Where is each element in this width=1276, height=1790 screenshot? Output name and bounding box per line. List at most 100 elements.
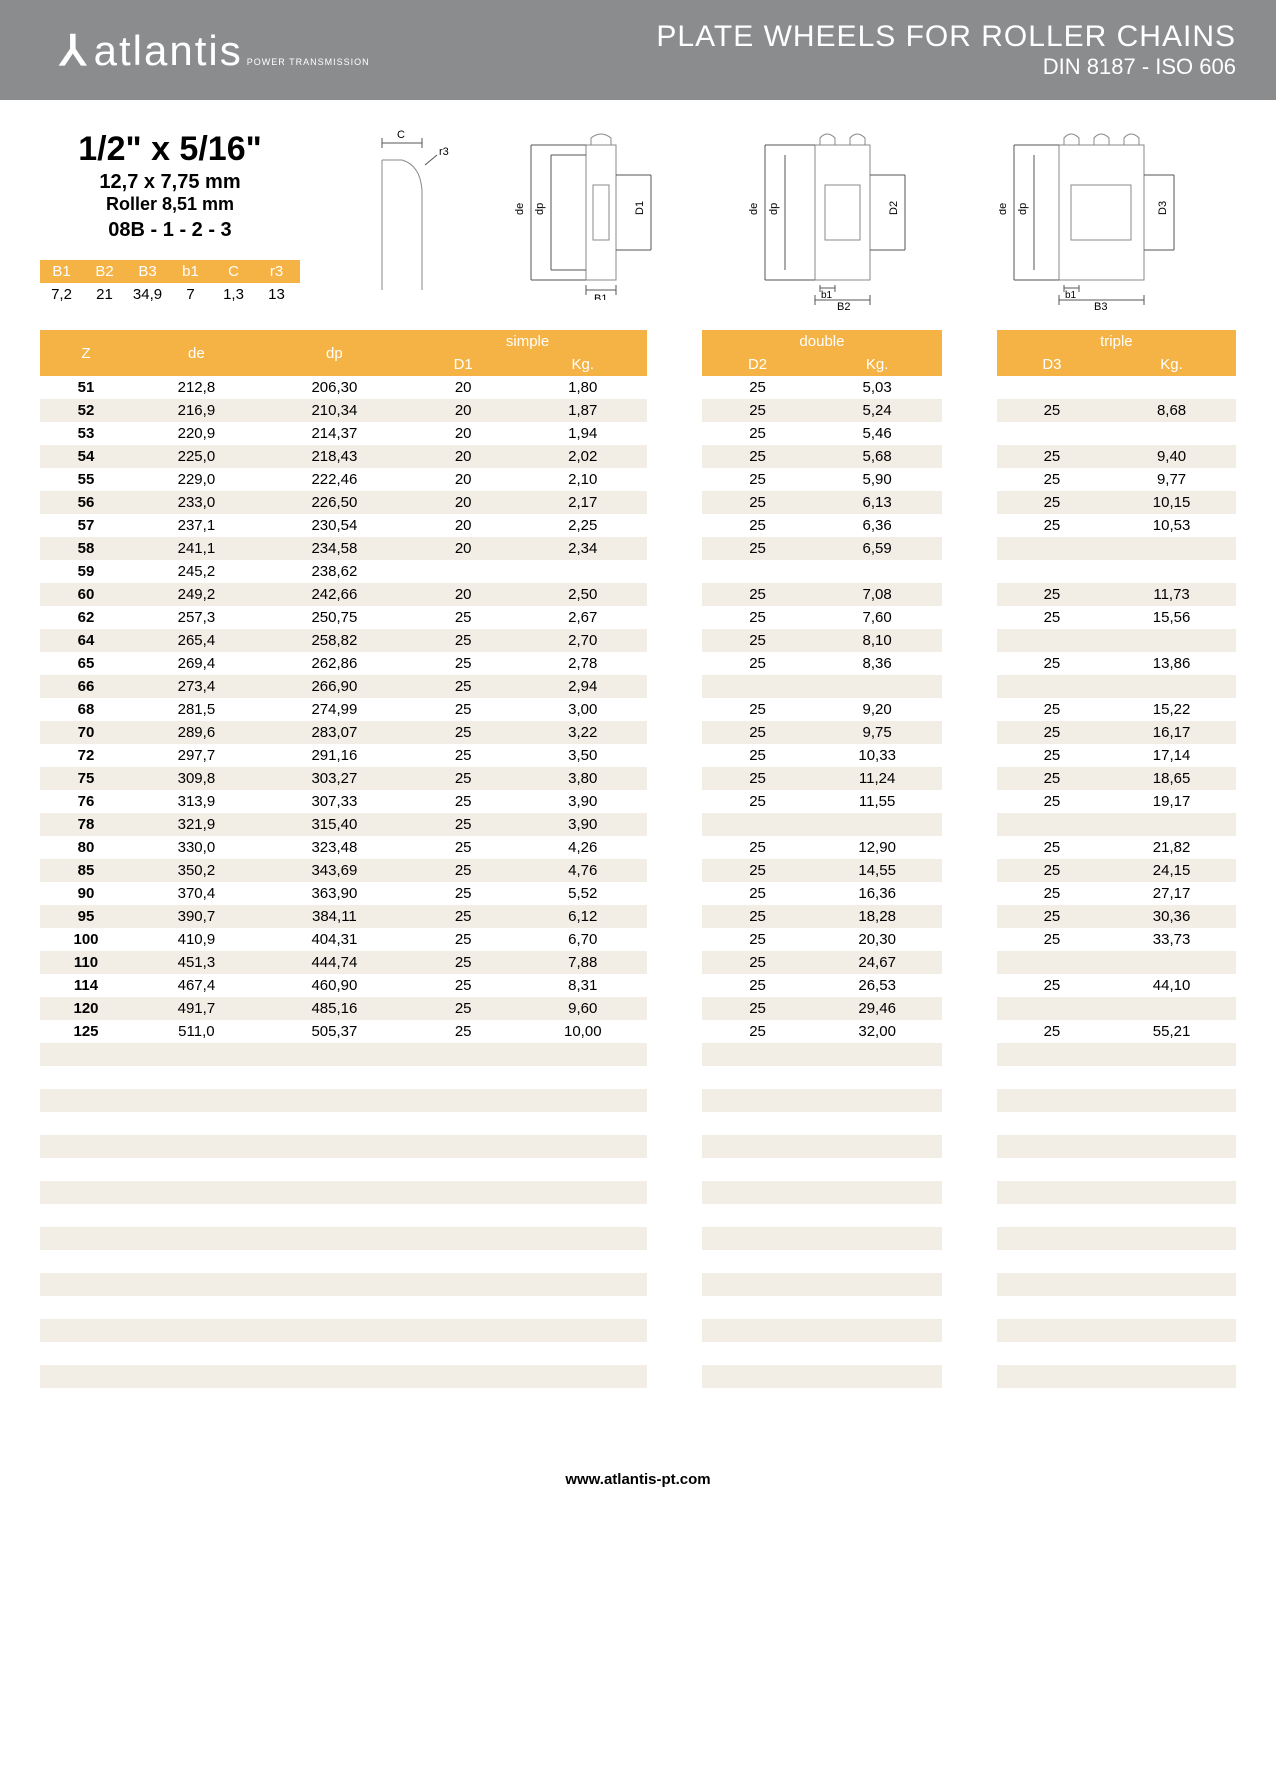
- table-row: 54225,0218,43202,02255,68259,40: [40, 445, 1236, 468]
- cell-dp: 214,37: [261, 422, 408, 445]
- table-row: 114467,4460,90258,312526,532544,10: [40, 974, 1236, 997]
- st-header: B3: [126, 260, 169, 283]
- cell-dp: 274,99: [261, 698, 408, 721]
- table-row-empty: [40, 1319, 1236, 1342]
- table-row: 85350,2343,69254,762514,552524,15: [40, 859, 1236, 882]
- cell-d2: 25: [702, 721, 812, 744]
- table-row-empty: [40, 1204, 1236, 1227]
- cell-kg3: 27,17: [1107, 882, 1236, 905]
- cell-d3: 25: [997, 882, 1107, 905]
- cell-d2: 25: [702, 1020, 812, 1043]
- cell-kg1: 6,12: [518, 905, 647, 928]
- cell-kg2: 8,36: [813, 652, 942, 675]
- cell-dp: 485,16: [261, 997, 408, 1020]
- th-kg2: Kg.: [813, 353, 942, 376]
- cell-dp: 230,54: [261, 514, 408, 537]
- cell-dp: 226,50: [261, 491, 408, 514]
- cell-z: 100: [40, 928, 132, 951]
- cell-d2: [702, 560, 812, 583]
- cell-kg1: 6,70: [518, 928, 647, 951]
- cell-kg2: 7,60: [813, 606, 942, 629]
- table-row: 125511,0505,372510,002532,002555,21: [40, 1020, 1236, 1043]
- th-de: de: [132, 330, 261, 376]
- cell-z: 51: [40, 376, 132, 399]
- svg-text:B1: B1: [594, 293, 607, 300]
- title-line2: DIN 8187 - ISO 606: [656, 54, 1236, 80]
- cell-kg2: 29,46: [813, 997, 942, 1020]
- cell-d2: 25: [702, 491, 812, 514]
- cell-d2: 25: [702, 882, 812, 905]
- cell-dp: 234,58: [261, 537, 408, 560]
- cell-kg3: 30,36: [1107, 905, 1236, 928]
- table-row: 62257,3250,75252,67257,602515,56: [40, 606, 1236, 629]
- diagram-simple: de dp D1 B1: [511, 130, 691, 300]
- cell-d2: 25: [702, 974, 812, 997]
- cell-kg3: 33,73: [1107, 928, 1236, 951]
- th-double: double: [702, 330, 941, 353]
- cell-de: 451,3: [132, 951, 261, 974]
- cell-kg1: 3,00: [518, 698, 647, 721]
- cell-z: 54: [40, 445, 132, 468]
- cell-z: 72: [40, 744, 132, 767]
- cell-kg2: 5,90: [813, 468, 942, 491]
- cell-d3: 25: [997, 445, 1107, 468]
- cell-d2: 25: [702, 997, 812, 1020]
- cell-dp: 222,46: [261, 468, 408, 491]
- cell-kg2: 6,36: [813, 514, 942, 537]
- cell-dp: 384,11: [261, 905, 408, 928]
- cell-kg3: 19,17: [1107, 790, 1236, 813]
- cell-kg1: 1,94: [518, 422, 647, 445]
- cell-d1: 25: [408, 721, 518, 744]
- cell-dp: 258,82: [261, 629, 408, 652]
- cell-d1: 20: [408, 491, 518, 514]
- cell-kg2: 6,13: [813, 491, 942, 514]
- svg-text:D3: D3: [1157, 201, 1169, 215]
- cell-kg2: 12,90: [813, 836, 942, 859]
- cell-z: 62: [40, 606, 132, 629]
- cell-z: 120: [40, 997, 132, 1020]
- cell-d3: 25: [997, 606, 1107, 629]
- cell-d3: 25: [997, 859, 1107, 882]
- cell-kg1: 2,25: [518, 514, 647, 537]
- cell-d3: 25: [997, 399, 1107, 422]
- cell-kg3: 44,10: [1107, 974, 1236, 997]
- cell-kg2: 10,33: [813, 744, 942, 767]
- cell-kg1: 2,94: [518, 675, 647, 698]
- cell-dp: 460,90: [261, 974, 408, 997]
- cell-de: 273,4: [132, 675, 261, 698]
- cell-de: 216,9: [132, 399, 261, 422]
- table-row: 90370,4363,90255,522516,362527,17: [40, 882, 1236, 905]
- cell-d2: 25: [702, 859, 812, 882]
- cell-dp: 404,31: [261, 928, 408, 951]
- diagram-tooth: C r3: [347, 130, 457, 300]
- header-bar: ⅄ atlantis POWER TRANSMISSION PLATE WHEE…: [0, 0, 1276, 100]
- cell-d2: 25: [702, 744, 812, 767]
- cell-d3: 25: [997, 790, 1107, 813]
- cell-z: 66: [40, 675, 132, 698]
- th-kg1: Kg.: [518, 353, 647, 376]
- cell-kg1: 2,67: [518, 606, 647, 629]
- cell-kg3: 17,14: [1107, 744, 1236, 767]
- th-d1: D1: [408, 353, 518, 376]
- cell-d3: [997, 560, 1107, 583]
- cell-dp: 505,37: [261, 1020, 408, 1043]
- cell-de: 511,0: [132, 1020, 261, 1043]
- table-row: 120491,7485,16259,602529,46: [40, 997, 1236, 1020]
- cell-de: 269,4: [132, 652, 261, 675]
- svg-text:b1: b1: [1065, 290, 1077, 301]
- th-d2: D2: [702, 353, 812, 376]
- table-row: 51212,8206,30201,80255,03: [40, 376, 1236, 399]
- cell-d3: [997, 675, 1107, 698]
- cell-d2: 25: [702, 537, 812, 560]
- th-simple: simple: [408, 330, 647, 353]
- cell-kg2: 7,08: [813, 583, 942, 606]
- spec-size: 1/2" x 5/16": [40, 130, 300, 169]
- cell-z: 78: [40, 813, 132, 836]
- svg-text:B2: B2: [837, 301, 850, 310]
- cell-z: 65: [40, 652, 132, 675]
- cell-d2: 25: [702, 514, 812, 537]
- cell-kg3: [1107, 422, 1236, 445]
- cell-kg3: 15,22: [1107, 698, 1236, 721]
- table-row: 100410,9404,31256,702520,302533,73: [40, 928, 1236, 951]
- cell-z: 64: [40, 629, 132, 652]
